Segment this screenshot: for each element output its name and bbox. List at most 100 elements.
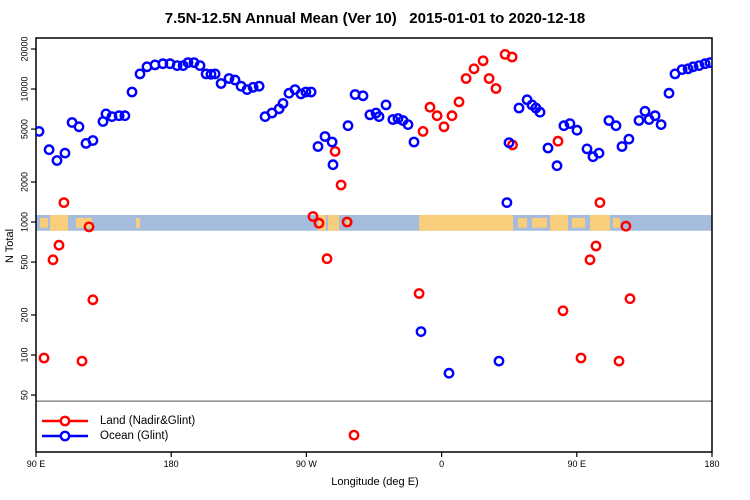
land-data-point <box>58 197 70 209</box>
legend-marker-ocean-icon <box>42 430 88 441</box>
ocean-data-point <box>106 111 118 123</box>
x-tick-label: 180 <box>164 459 179 469</box>
land-data-point <box>453 96 465 108</box>
ocean-data-point <box>693 60 705 71</box>
y-tick-label: 20000 <box>19 36 29 61</box>
legend-item-land: Land (Nadir&Glint) <box>41 413 195 428</box>
land-data-point <box>468 63 480 75</box>
land-data-point <box>307 211 319 222</box>
ocean-data-point <box>513 102 525 114</box>
x-axis-label: Longitude (deg E) <box>331 476 419 488</box>
ocean-data-point <box>603 115 615 126</box>
land-data-point <box>438 121 450 133</box>
plot-border <box>35 37 713 453</box>
map-band-land-patch <box>346 217 350 228</box>
ocean-data-point <box>682 63 694 75</box>
land-data-point <box>329 145 341 157</box>
ocean-data-point <box>501 197 513 209</box>
ocean-data-point <box>443 367 455 379</box>
land-data-point <box>341 216 353 228</box>
ocean-data-point <box>223 73 235 84</box>
ocean-data-point <box>380 99 392 111</box>
map-band-land-patch <box>613 217 621 228</box>
legend-label-ocean: Ocean (Glint) <box>100 429 169 442</box>
land-data-point <box>590 240 602 252</box>
y-tick-label: 200 <box>19 307 29 322</box>
ocean-data-point <box>205 68 217 80</box>
ocean-data-point <box>277 98 289 109</box>
ocean-data-point <box>633 115 645 126</box>
ocean-data-point <box>616 141 628 152</box>
map-band-land-patch <box>49 214 68 231</box>
ocean-data-point <box>610 120 622 132</box>
land-data-point <box>87 294 99 306</box>
ocean-data-point <box>655 119 667 131</box>
land-data-point <box>446 110 458 122</box>
land-data-point <box>431 110 443 122</box>
legend-item-ocean: Ocean (Glint) <box>41 428 195 443</box>
land-data-point <box>575 352 587 364</box>
ocean-data-point <box>43 144 55 156</box>
land-data-point <box>477 55 489 67</box>
ocean-data-point <box>704 57 712 68</box>
land-data-point <box>321 253 333 265</box>
x-tick-label: 90 W <box>296 459 318 469</box>
map-band-land-patch <box>518 217 528 228</box>
ocean-data-point <box>326 136 338 148</box>
land-data-point <box>613 355 625 367</box>
ocean-data-point <box>593 147 605 159</box>
x-tick-label: 0 <box>439 459 444 469</box>
land-data-point <box>53 239 65 251</box>
ocean-data-point <box>319 131 331 142</box>
map-band-land-patch <box>532 217 548 228</box>
land-data-point <box>335 179 347 191</box>
ocean-data-point <box>564 118 576 130</box>
ocean-data-point <box>558 120 570 132</box>
ocean-data-point <box>542 142 554 154</box>
map-band-land-patch <box>550 214 569 231</box>
y-tick-label: 100 <box>19 348 29 363</box>
y-tick-label: 2000 <box>19 172 29 192</box>
land-data-point <box>424 101 436 113</box>
legend: Land (Nadir&Glint) Ocean (Glint) <box>41 413 195 443</box>
land-data-point <box>552 135 564 147</box>
x-tick-label: 180 <box>704 459 719 469</box>
y-tick-label: 10000 <box>19 77 29 102</box>
ocean-data-point <box>171 60 183 71</box>
land-data-point <box>413 288 425 299</box>
ocean-data-point <box>551 160 563 172</box>
ocean-data-point <box>295 88 307 100</box>
map-band-land-patch <box>328 214 339 231</box>
ocean-data-point <box>373 111 385 123</box>
ocean-data-point <box>51 155 63 166</box>
land-data-point <box>83 221 95 233</box>
land-data-point <box>313 217 325 229</box>
ocean-data-point <box>357 90 369 102</box>
y-tick-label: 1000 <box>19 212 29 232</box>
ocean-data-point <box>387 114 399 125</box>
ocean-data-point <box>247 81 259 93</box>
ocean-data-point <box>209 68 221 80</box>
ocean-data-point <box>36 126 45 137</box>
land-data-point <box>624 293 636 305</box>
ocean-data-point <box>493 355 505 367</box>
chart-title: 7.5N-12.5N Annual Mean (Ver 10) 2015-01-… <box>164 10 586 27</box>
ocean-data-point <box>157 58 169 70</box>
ocean-data-point <box>327 159 339 171</box>
land-data-point <box>490 83 502 94</box>
ocean-data-point <box>534 106 546 118</box>
ocean-data-point <box>119 110 131 122</box>
y-tick-label: 50 <box>19 390 29 400</box>
ocean-data-point <box>194 60 206 71</box>
ocean-data-point <box>87 135 99 146</box>
ocean-data-point <box>408 136 420 148</box>
land-data-point <box>38 352 50 364</box>
land-data-point <box>348 429 360 441</box>
ocean-data-point <box>300 86 312 98</box>
map-band-land-patch <box>590 214 610 231</box>
ocean-data-point <box>415 326 427 337</box>
ocean-data-point <box>687 61 699 73</box>
ocean-data-point <box>676 64 688 76</box>
